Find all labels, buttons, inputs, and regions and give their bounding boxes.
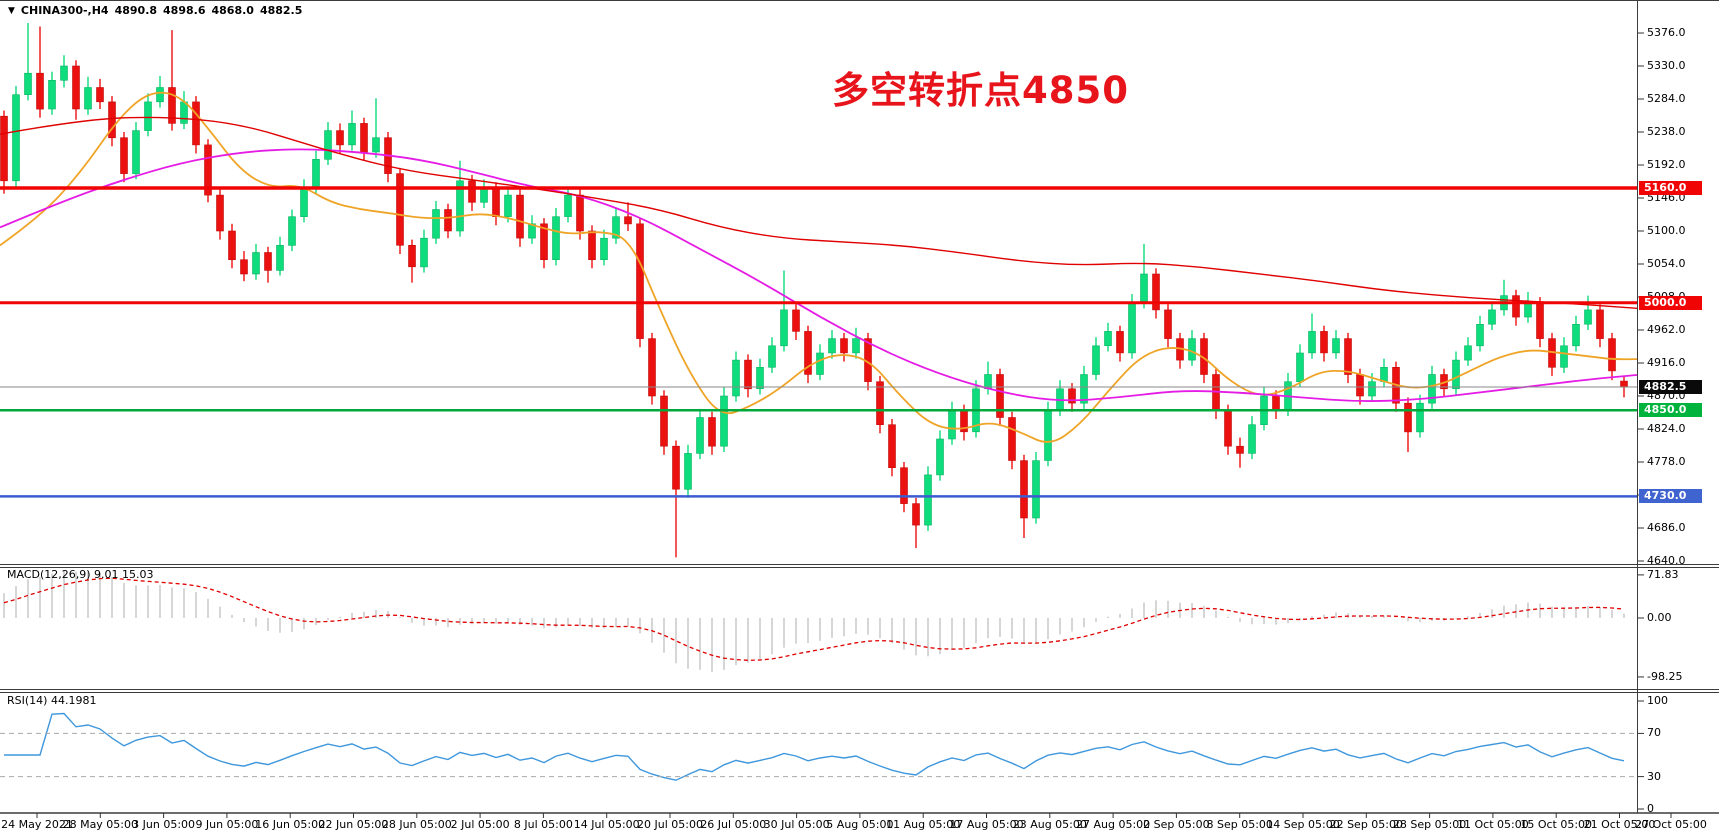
price-level-badge: 4882.5 — [1639, 380, 1702, 395]
price-axis-label: 4962.0 — [1647, 322, 1686, 336]
ma-slow-red — [0, 116, 1637, 309]
symbol-dropdown-icon[interactable]: ▼ — [8, 5, 15, 16]
price-axis-label: 4916.0 — [1647, 355, 1686, 369]
rsi-axis-label: 0 — [1647, 802, 1654, 815]
date-axis-label: 3 Jun 05:00 — [132, 818, 196, 831]
date-axis-label: 28 Sep 05:00 — [1392, 818, 1467, 831]
symbol-name: CHINA300-,H4 — [20, 4, 109, 17]
date-axis-label: 11 Oct 05:00 — [1457, 818, 1529, 831]
symbol-info-bar: ▼ CHINA300-,H4 4890.8 4898.6 4868.0 4882… — [8, 4, 302, 17]
date-axis-label: 17 Aug 05:00 — [949, 818, 1024, 831]
date-axis-label: 8 Jul 05:00 — [513, 818, 573, 831]
date-axis-label: 27 Aug 05:00 — [1076, 818, 1151, 831]
rsi-line — [4, 712, 1625, 781]
rsi-title: RSI(14) — [7, 694, 48, 707]
macd-title: MACD(12,26,9) — [7, 568, 91, 581]
price-axis-label: 4686.0 — [1647, 520, 1686, 534]
macd-value-signal: 15.03 — [122, 568, 154, 581]
quote-close: 4882.5 — [259, 4, 303, 17]
date-axis-label: 28 Jun 05:00 — [381, 818, 452, 831]
date-axis-label: 8 Sep 05:00 — [1206, 818, 1273, 831]
date-axis-label: 26 Jul 05:00 — [700, 818, 767, 831]
ma-fast-orange — [0, 91, 1637, 443]
price-axis-label: 4778.0 — [1647, 454, 1686, 468]
quote-open: 4890.8 — [114, 4, 158, 17]
date-axis-label: 21 Oct 05:00 — [1583, 818, 1656, 831]
date-axis-label: 14 Sep 05:00 — [1266, 818, 1340, 831]
macd-indicator-label: MACD(12,26,9) 9.01 15.03 — [7, 568, 154, 581]
price-axis-label: 4640.0 — [1647, 553, 1686, 567]
price-axis-label: 5376.0 — [1647, 26, 1686, 39]
date-axis-label: 28 May 05:00 — [62, 818, 139, 831]
date-axis-label: 2 Sep 05:00 — [1143, 818, 1210, 831]
price-axis-label: 5238.0 — [1647, 124, 1686, 138]
date-axis-label: 27 Oct 05:00 — [1635, 818, 1707, 831]
price-level-badge: 4730.0 — [1639, 489, 1702, 504]
date-axis-label: 15 Oct 05:00 — [1520, 818, 1593, 831]
date-axis-label: 22 Sep 05:00 — [1329, 818, 1404, 831]
rsi-value: 44.1981 — [50, 694, 97, 707]
price-level-badge: 5160.0 — [1639, 180, 1702, 195]
ma-mid-magenta — [0, 148, 1637, 402]
date-axis-label: 9 Jun 05:00 — [195, 818, 259, 831]
macd-axis-label: 71.83 — [1647, 567, 1679, 581]
date-axis-label: 14 Jul 05:00 — [573, 818, 640, 831]
price-axis-label: 5192.0 — [1647, 157, 1686, 171]
quote-low: 4868.0 — [211, 4, 254, 17]
date-axis-label: 16 Jun 05:00 — [255, 818, 326, 831]
rsi-indicator-label: RSI(14) 44.1981 — [7, 694, 96, 707]
price-level-badge: 5000.0 — [1639, 295, 1702, 310]
macd-signal-line — [3, 577, 1625, 661]
price-axis-label: 5284.0 — [1647, 91, 1686, 105]
rsi-axis-label: 30 — [1647, 769, 1661, 783]
price-axis-label: 5100.0 — [1647, 223, 1686, 237]
macd-value-main: 9.01 — [94, 568, 119, 581]
rsi-axis-label: 70 — [1647, 726, 1661, 740]
date-axis-label: 24 May 2021 — [1, 818, 73, 831]
date-axis-label: 2 Jul 05:00 — [450, 818, 510, 831]
quote-high: 4898.6 — [163, 4, 206, 17]
date-axis-label: 20 Jul 05:00 — [637, 818, 703, 831]
date-axis-label: 30 Jul 05:00 — [763, 818, 830, 831]
price-axis-label: 5054.0 — [1647, 256, 1686, 270]
chart-annotation-text: 多空转折点4850 — [832, 69, 1129, 112]
macd-axis-label: 0.00 — [1647, 611, 1672, 624]
macd-axis-label: -98.25 — [1647, 669, 1683, 683]
rsi-axis-label: 100 — [1647, 694, 1668, 707]
date-axis-label: 5 Aug 05:00 — [826, 818, 894, 831]
date-axis-label: 23 Aug 05:00 — [1012, 818, 1087, 831]
date-axis-label: 11 Aug 05:00 — [886, 818, 961, 831]
price-axis-label: 4824.0 — [1647, 421, 1686, 435]
date-axis-label: 22 Jun 05:00 — [318, 818, 389, 831]
price-axis-label: 5330.0 — [1647, 58, 1686, 72]
price-level-badge: 4850.0 — [1639, 403, 1702, 418]
